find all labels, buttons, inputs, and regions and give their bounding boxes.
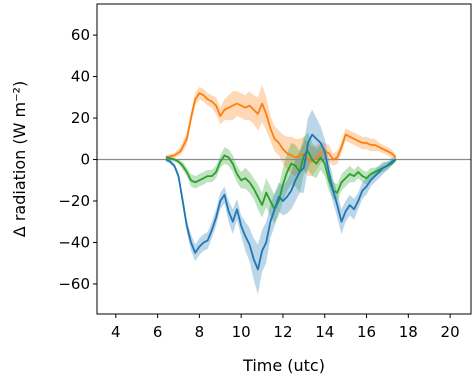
x-tick-label: 18: [399, 323, 418, 341]
x-tick-label: 16: [357, 323, 376, 341]
x-tick-label: 8: [195, 323, 205, 341]
x-axis-label: Time (utc): [242, 356, 325, 375]
x-tick-label: 14: [315, 323, 334, 341]
y-tick-label: 0: [80, 151, 90, 169]
y-tick-label: 20: [71, 109, 90, 127]
series-lines: [165, 92, 397, 271]
series-1-band: [165, 132, 396, 224]
x-axis-ticks: 4 6 8 10 12 14 16 18 20: [111, 314, 460, 341]
y-axis-ticks: −60 −40 −20 0 20 40 60: [58, 26, 97, 293]
series-2-band: [165, 109, 396, 295]
series-0-line: [165, 92, 397, 163]
x-tick-label: 6: [153, 323, 163, 341]
y-tick-label: −40: [58, 233, 90, 251]
y-axis-label: Δ radiation (W m⁻²): [10, 81, 29, 237]
y-tick-label: −60: [58, 275, 90, 293]
y-tick-label: 40: [71, 68, 90, 86]
x-tick-label: 10: [232, 323, 251, 341]
y-tick-label: 60: [71, 26, 90, 44]
series-2-line: [165, 133, 397, 271]
x-tick-label: 12: [273, 323, 292, 341]
x-tick-label: 20: [441, 323, 460, 341]
y-tick-label: −20: [58, 192, 90, 210]
series-1-line: [165, 150, 397, 211]
series-0-band: [165, 84, 396, 177]
plot-frame: [96, 3, 472, 315]
x-tick-label: 4: [111, 323, 121, 341]
